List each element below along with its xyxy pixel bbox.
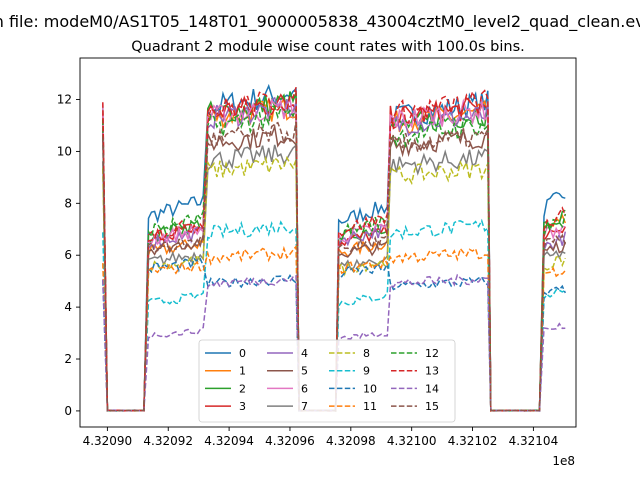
series-line-14 xyxy=(102,273,566,412)
y-tick-label: 10 xyxy=(57,144,72,158)
axes-frame xyxy=(79,57,577,428)
legend-label-5: 5 xyxy=(301,365,308,378)
y-tick-label: 6 xyxy=(64,248,72,262)
legend-label-8: 8 xyxy=(363,347,370,360)
x-axis-offset-label: 1e8 xyxy=(552,454,575,468)
y-tick-label: 0 xyxy=(64,404,72,418)
legend-label-10: 10 xyxy=(363,382,377,395)
legend-label-15: 15 xyxy=(425,400,439,413)
legend-label-1: 1 xyxy=(239,365,246,378)
legend-label-6: 6 xyxy=(301,382,308,395)
x-tick-label: 4.32104 xyxy=(509,434,559,448)
y-axis: 0 2 4 6 8 10 12 xyxy=(57,93,80,418)
legend-label-7: 7 xyxy=(301,400,308,413)
chart-suptitle: In file: modeM0/AS1T05_148T01_9000005838… xyxy=(0,12,640,32)
legend-label-12: 12 xyxy=(425,347,439,360)
legend-label-2: 2 xyxy=(239,382,246,395)
x-tick-label: 4.32094 xyxy=(204,434,254,448)
x-tick-label: 4.32098 xyxy=(326,434,376,448)
legend-label-4: 4 xyxy=(301,347,308,360)
legend-label-0: 0 xyxy=(239,347,246,360)
legend-label-9: 9 xyxy=(363,365,370,378)
x-tick-label: 4.32096 xyxy=(265,434,315,448)
y-tick-label: 2 xyxy=(64,352,72,366)
y-tick-label: 8 xyxy=(64,196,72,210)
legend-label-14: 14 xyxy=(425,382,439,395)
legend-box xyxy=(198,339,456,423)
legend-label-11: 11 xyxy=(363,400,377,413)
x-tick-label: 4.32102 xyxy=(448,434,498,448)
y-tick-label: 4 xyxy=(64,300,72,314)
legend-label-3: 3 xyxy=(239,400,246,413)
x-tick-label: 4.32100 xyxy=(387,434,437,448)
legend-label-13: 13 xyxy=(425,365,439,378)
x-tick-label: 4.32092 xyxy=(143,434,193,448)
series-line-9 xyxy=(102,218,566,412)
x-axis: 4.32090 4.32092 4.32094 4.32096 4.32098 4.321… xyxy=(83,427,559,448)
axes-border xyxy=(79,57,577,428)
chart-title: Quadrant 2 module wise count rates with … xyxy=(131,39,525,55)
y-tick-label: 12 xyxy=(57,93,72,107)
x-tick-label: 4.32090 xyxy=(83,434,133,448)
